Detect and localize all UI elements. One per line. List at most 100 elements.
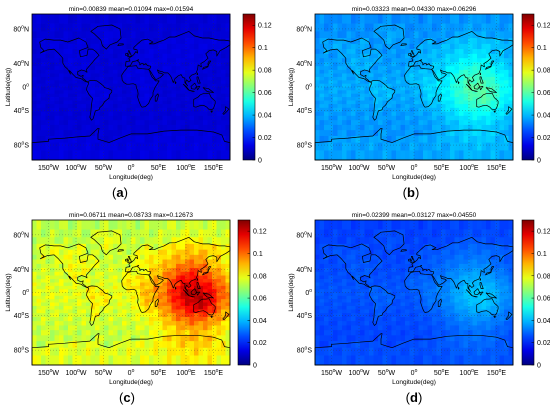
heatmap-cell: [315, 289, 320, 293]
heatmap-cell: [126, 100, 132, 105]
heatmap-cell: [108, 115, 114, 121]
heatmap-cell: [180, 285, 186, 290]
heatmap-cell: [391, 43, 397, 50]
heatmap-cell: [405, 282, 410, 287]
heatmap-cell: [180, 295, 186, 300]
heatmap-cell: [427, 111, 433, 117]
heatmap-cell: [400, 285, 406, 290]
heatmap-cell: [450, 142, 455, 151]
heatmap-cell: [382, 321, 388, 326]
heatmap-cell: [36, 330, 42, 336]
heatmap-cell: [140, 130, 145, 137]
heatmap-cell: [423, 104, 428, 109]
heatmap-cell: [504, 120, 509, 126]
heatmap-cell: [342, 107, 347, 113]
heatmap-cell: [216, 58, 222, 63]
y-tick-label: 40oN: [13, 265, 29, 274]
heatmap-cell: [104, 43, 109, 50]
heatmap-cell: [162, 43, 168, 50]
heatmap-cell: [472, 69, 478, 74]
heatmap-cell: [185, 38, 190, 45]
heatmap-cell: [351, 80, 356, 85]
heatmap-cell: [364, 330, 370, 336]
heatmap-cell: [499, 23, 505, 32]
heatmap-cell: [68, 73, 73, 78]
heatmap-cell: [414, 100, 419, 105]
heatmap-cell: [122, 80, 127, 85]
heatmap-cell: [423, 43, 428, 50]
heatmap-cell: [387, 87, 392, 91]
heatmap-cell: [225, 220, 231, 230]
heatmap-cell: [117, 93, 123, 98]
heatmap-cell: [346, 31, 352, 39]
heatmap-cell: [95, 292, 100, 297]
heatmap-cell: [59, 285, 64, 290]
heatmap-cell: [140, 66, 145, 71]
heatmap-cell: [423, 111, 428, 117]
heatmap-cell: [95, 130, 100, 137]
heatmap-cell: [414, 14, 419, 24]
heatmap-cell: [423, 135, 428, 144]
heatmap-cell: [108, 305, 114, 310]
heatmap-cell: [328, 111, 334, 117]
heatmap-cell: [189, 249, 195, 256]
heatmap-cell: [436, 249, 442, 256]
heatmap-cell: [162, 93, 168, 98]
heatmap-cell: [180, 104, 186, 109]
heatmap-cell: [140, 14, 145, 24]
heatmap-cell: [405, 97, 410, 101]
heatmap-cell: [495, 150, 500, 161]
heatmap-cell: [59, 97, 64, 101]
heatmap-cell: [427, 282, 433, 287]
heatmap-cell: [387, 135, 392, 144]
heatmap-cell: [117, 73, 123, 78]
heatmap-cell: [382, 289, 388, 293]
heatmap-cell: [72, 313, 78, 318]
heatmap-cell: [72, 43, 78, 50]
heatmap-cell: [477, 107, 482, 113]
heatmap-cell: [324, 100, 329, 105]
heatmap-cell: [432, 282, 437, 287]
heatmap-cell: [189, 90, 195, 95]
heatmap-cell: [131, 100, 136, 105]
heatmap-cell: [90, 62, 96, 67]
heatmap-cell: [185, 302, 190, 307]
heatmap-cell: [117, 267, 123, 273]
heatmap-cell: [432, 23, 437, 32]
heatmap-cell: [90, 289, 96, 293]
heatmap-cell: [135, 31, 141, 39]
heatmap-cell: [50, 341, 55, 349]
heatmap-cell: [68, 120, 73, 126]
coastline: [322, 37, 383, 83]
heatmap-cell: [373, 220, 379, 230]
heatmap-cell: [54, 237, 60, 245]
heatmap-cell: [95, 104, 100, 109]
heatmap-cell: [378, 305, 383, 310]
heatmap-cell: [189, 130, 195, 137]
heatmap-cell: [180, 93, 186, 98]
heatmap-cell: [32, 309, 37, 314]
heatmap-cell: [77, 292, 82, 297]
heatmap-cell: [104, 130, 109, 137]
heatmap-cell: [135, 317, 141, 322]
heatmap-cell: [95, 325, 100, 331]
heatmap-cell: [32, 259, 37, 265]
heatmap-cell: [104, 271, 109, 276]
heatmap-cell: [95, 53, 100, 59]
heatmap-cell: [113, 66, 118, 71]
heatmap-cell: [203, 302, 208, 307]
colorbar: 00.020.040.060.080.10.12: [237, 219, 267, 370]
heatmap-cell: [104, 259, 109, 265]
heatmap-cell: [176, 292, 181, 297]
map-panel-1: min=0.00839 mean=0.01094 max=0.0159480oN…: [5, 6, 272, 200]
heatmap-cell: [167, 66, 172, 71]
heatmap-cell: [337, 325, 343, 331]
heatmap-cell: [315, 83, 320, 88]
heatmap-cell: [63, 83, 69, 88]
heatmap-cell: [328, 355, 334, 366]
heatmap-cell: [324, 66, 329, 71]
heatmap-cell: [41, 93, 46, 98]
heatmap-cell: [99, 279, 105, 283]
heatmap-cell: [176, 90, 181, 95]
heatmap-cell: [189, 220, 195, 230]
